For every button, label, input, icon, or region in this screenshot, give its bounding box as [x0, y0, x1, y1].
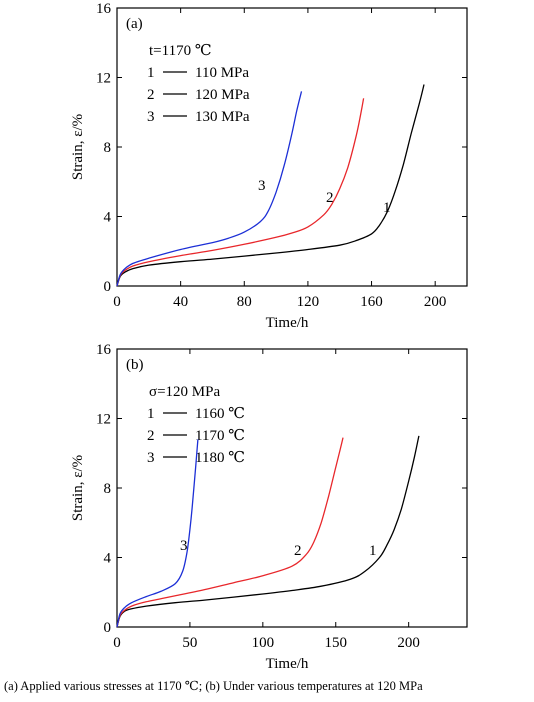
y-tick-label: 8	[104, 481, 112, 497]
series-line-2	[116, 98, 365, 287]
y-axis-label: Strain, ε/%	[70, 114, 86, 180]
series-line-2	[116, 437, 344, 628]
y-tick-label: 12	[96, 412, 111, 428]
y-tick-label: 0	[104, 620, 112, 636]
y-axis-label: Strain, ε/%	[70, 455, 86, 521]
curve-label-3: 3	[180, 538, 188, 554]
x-tick-label: 0	[113, 294, 121, 310]
x-tick-label: 40	[173, 294, 188, 310]
legend-number: 3	[147, 109, 155, 125]
x-tick-label: 100	[252, 635, 275, 651]
y-tick-label: 16	[96, 1, 112, 17]
y-tick-label: 4	[104, 551, 112, 567]
figure-caption: (a) Applied various stresses at 1170 ℃; …	[4, 679, 423, 693]
x-tick-label: 50	[182, 635, 197, 651]
curve-label-2: 2	[294, 543, 302, 559]
x-tick-label: 200	[397, 635, 420, 651]
y-tick-label: 12	[96, 71, 111, 87]
curve-label-1: 1	[383, 200, 391, 216]
legend-number: 3	[147, 450, 155, 466]
series-line-1	[116, 84, 425, 287]
curve-label-1: 1	[369, 543, 377, 559]
x-axis-label: Time/h	[266, 315, 309, 331]
legend-entry: 120 MPa	[195, 87, 250, 103]
x-tick-label: 80	[237, 294, 252, 310]
legend-number: 1	[147, 65, 155, 81]
panel-label: (a)	[126, 16, 143, 32]
legend-title: σ=120 MPa	[149, 384, 220, 400]
legend-number: 2	[147, 87, 155, 103]
legend-entry: 1180 ℃	[195, 450, 245, 466]
x-tick-label: 150	[325, 635, 348, 651]
y-tick-label: 16	[96, 342, 112, 358]
x-tick-label: 160	[360, 294, 383, 310]
series-line-3	[116, 439, 199, 628]
x-axis-label: Time/h	[266, 656, 309, 670]
y-tick-label: 4	[104, 210, 112, 226]
x-tick-label: 120	[297, 294, 320, 310]
y-tick-label: 0	[104, 279, 112, 295]
curve-label-3: 3	[258, 178, 266, 194]
legend-entry: 1170 ℃	[195, 428, 245, 444]
legend-number: 2	[147, 428, 155, 444]
legend-entry: 130 MPa	[195, 109, 250, 125]
x-tick-label: 200	[424, 294, 447, 310]
panel-label: (b)	[126, 357, 144, 373]
curve-label-2: 2	[326, 190, 334, 206]
legend-title: t=1170 ℃	[149, 43, 212, 59]
series-line-1	[116, 435, 420, 628]
y-tick-label: 8	[104, 140, 112, 156]
series-line-3	[116, 91, 303, 287]
x-tick-label: 0	[113, 635, 121, 651]
legend-number: 1	[147, 406, 155, 422]
legend-entry: 110 MPa	[195, 65, 249, 81]
legend-entry: 1160 ℃	[195, 406, 245, 422]
